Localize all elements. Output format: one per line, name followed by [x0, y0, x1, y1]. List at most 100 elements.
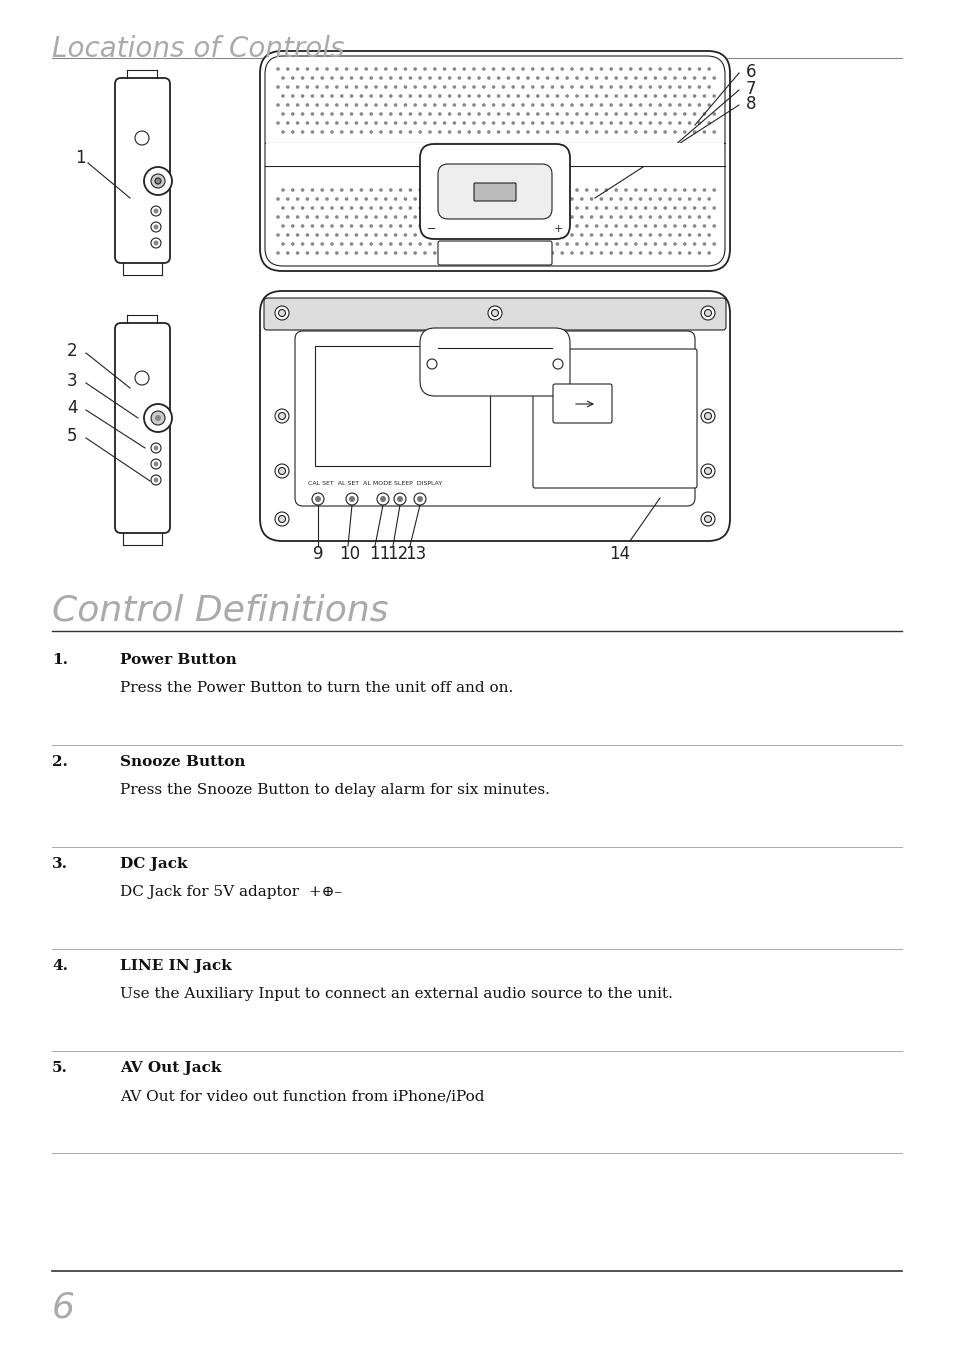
Circle shape — [545, 225, 549, 227]
Circle shape — [379, 497, 386, 502]
Circle shape — [315, 252, 318, 254]
Circle shape — [501, 85, 505, 89]
Circle shape — [281, 206, 285, 210]
Bar — [314, 346, 490, 465]
Circle shape — [634, 188, 637, 192]
Circle shape — [433, 68, 436, 70]
Circle shape — [325, 85, 329, 89]
Circle shape — [295, 215, 299, 219]
Circle shape — [511, 85, 515, 89]
Circle shape — [408, 112, 412, 116]
Circle shape — [153, 225, 158, 230]
Circle shape — [609, 198, 613, 200]
Circle shape — [344, 252, 348, 254]
Circle shape — [291, 76, 294, 80]
Circle shape — [658, 85, 661, 89]
Circle shape — [276, 85, 279, 89]
Circle shape — [682, 95, 686, 97]
Circle shape — [639, 68, 641, 70]
Circle shape — [339, 95, 343, 97]
Circle shape — [311, 242, 314, 246]
Circle shape — [320, 112, 324, 116]
Circle shape — [433, 215, 436, 219]
Text: 4.: 4. — [52, 959, 68, 973]
Circle shape — [570, 103, 573, 107]
Circle shape — [594, 76, 598, 80]
Circle shape — [687, 122, 691, 124]
Circle shape — [295, 198, 299, 200]
Circle shape — [623, 112, 627, 116]
Circle shape — [673, 225, 676, 227]
Circle shape — [579, 103, 583, 107]
Circle shape — [536, 206, 539, 210]
Circle shape — [623, 95, 627, 97]
Circle shape — [628, 252, 632, 254]
Circle shape — [589, 68, 593, 70]
Circle shape — [618, 233, 622, 237]
Circle shape — [335, 68, 338, 70]
Text: Press the Power Button to turn the unit off and on.: Press the Power Button to turn the unit … — [120, 681, 513, 695]
Circle shape — [628, 198, 632, 200]
Circle shape — [408, 130, 412, 134]
Circle shape — [599, 198, 602, 200]
Circle shape — [492, 103, 495, 107]
Circle shape — [378, 95, 382, 97]
Circle shape — [350, 188, 353, 192]
Circle shape — [481, 233, 485, 237]
Circle shape — [481, 215, 485, 219]
Circle shape — [540, 68, 544, 70]
Circle shape — [378, 112, 382, 116]
Circle shape — [476, 206, 480, 210]
Text: 1: 1 — [74, 149, 85, 166]
Circle shape — [413, 252, 416, 254]
Circle shape — [472, 252, 476, 254]
Circle shape — [604, 76, 608, 80]
Circle shape — [396, 497, 402, 502]
Circle shape — [374, 85, 377, 89]
Circle shape — [476, 242, 480, 246]
Circle shape — [584, 76, 588, 80]
Circle shape — [278, 413, 285, 419]
Circle shape — [389, 76, 393, 80]
Circle shape — [403, 68, 407, 70]
Circle shape — [286, 103, 290, 107]
Circle shape — [526, 206, 529, 210]
Circle shape — [501, 68, 505, 70]
Circle shape — [364, 103, 368, 107]
Circle shape — [579, 215, 583, 219]
Circle shape — [476, 188, 480, 192]
Circle shape — [550, 252, 554, 254]
Circle shape — [281, 242, 285, 246]
Circle shape — [295, 85, 299, 89]
Circle shape — [344, 198, 348, 200]
Circle shape — [634, 225, 637, 227]
Circle shape — [570, 122, 573, 124]
Circle shape — [300, 130, 304, 134]
Circle shape — [394, 215, 397, 219]
Circle shape — [531, 122, 534, 124]
Circle shape — [501, 233, 505, 237]
Circle shape — [653, 112, 657, 116]
Circle shape — [497, 225, 500, 227]
Circle shape — [589, 85, 593, 89]
Circle shape — [350, 225, 353, 227]
Circle shape — [662, 188, 666, 192]
Circle shape — [374, 233, 377, 237]
Circle shape — [594, 130, 598, 134]
Circle shape — [374, 215, 377, 219]
Circle shape — [315, 85, 318, 89]
Circle shape — [433, 233, 436, 237]
Circle shape — [384, 122, 387, 124]
Circle shape — [320, 130, 324, 134]
Circle shape — [594, 242, 598, 246]
Circle shape — [384, 68, 387, 70]
Circle shape — [359, 188, 363, 192]
Circle shape — [286, 233, 290, 237]
Circle shape — [452, 68, 456, 70]
Circle shape — [555, 130, 558, 134]
Circle shape — [584, 188, 588, 192]
Circle shape — [697, 198, 700, 200]
Circle shape — [653, 130, 657, 134]
Circle shape — [447, 225, 451, 227]
Circle shape — [335, 252, 338, 254]
